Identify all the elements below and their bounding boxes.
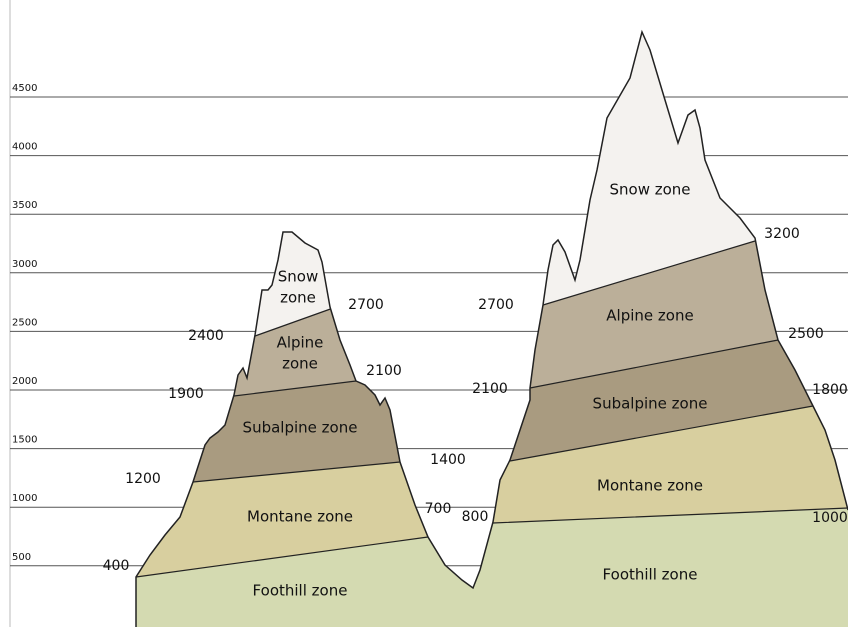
zone-label: Subalpine zone — [243, 419, 358, 437]
axis-tick-label: 4000 — [12, 142, 37, 153]
axis-tick-label: 3500 — [12, 200, 37, 211]
zone-label: Snow — [278, 268, 318, 286]
elevation-label: 400 — [103, 558, 130, 574]
elevation-label: 2500 — [788, 326, 824, 342]
elevation-label: 1900 — [168, 386, 204, 402]
elevation-label: 1400 — [430, 452, 466, 468]
elevation-label: 2700 — [478, 297, 514, 313]
elevation-label: 700 — [425, 501, 452, 517]
elevation-label: 2700 — [348, 297, 384, 313]
zone-label: Alpine — [277, 334, 324, 352]
axis-tick-label: 2500 — [12, 317, 37, 328]
zone-label: Alpine zone — [606, 307, 693, 325]
zone-label: Montane zone — [247, 508, 353, 526]
elevation-label: 2100 — [366, 363, 402, 379]
elevation-label: 1000 — [812, 510, 848, 526]
zone-label: Subalpine zone — [593, 395, 708, 413]
axis-tick-label: 2000 — [12, 376, 37, 387]
vegetation-zones-diagram: 4500 4000 3500 3000 2500 2000 1500 1000 500 Snow z… — [0, 0, 848, 627]
elevation-label: 1200 — [125, 471, 161, 487]
axis-tick-label: 3000 — [12, 259, 37, 270]
zone-label: Foothill zone — [253, 582, 348, 600]
elevation-label: 1800 — [812, 382, 848, 398]
elevation-label: 2400 — [188, 328, 224, 344]
axis-tick-label: 1500 — [12, 435, 37, 446]
zone-label: zone — [280, 289, 316, 307]
mountains — [130, 0, 848, 627]
zone-label: Foothill zone — [603, 566, 698, 584]
zone-label: zone — [282, 355, 318, 373]
elevation-label: 800 — [462, 509, 489, 525]
axis-tick-label: 500 — [12, 552, 31, 563]
axis-tick-label: 4500 — [12, 83, 37, 94]
zone-label: Montane zone — [597, 477, 703, 495]
axis-tick-label: 1000 — [12, 493, 37, 504]
elevation-label: 2100 — [472, 381, 508, 397]
elevation-label: 3200 — [764, 226, 800, 242]
page: {"axis_ticks": ["4500", "4000", "3500", … — [0, 0, 848, 627]
zone-label: Snow zone — [609, 181, 690, 199]
